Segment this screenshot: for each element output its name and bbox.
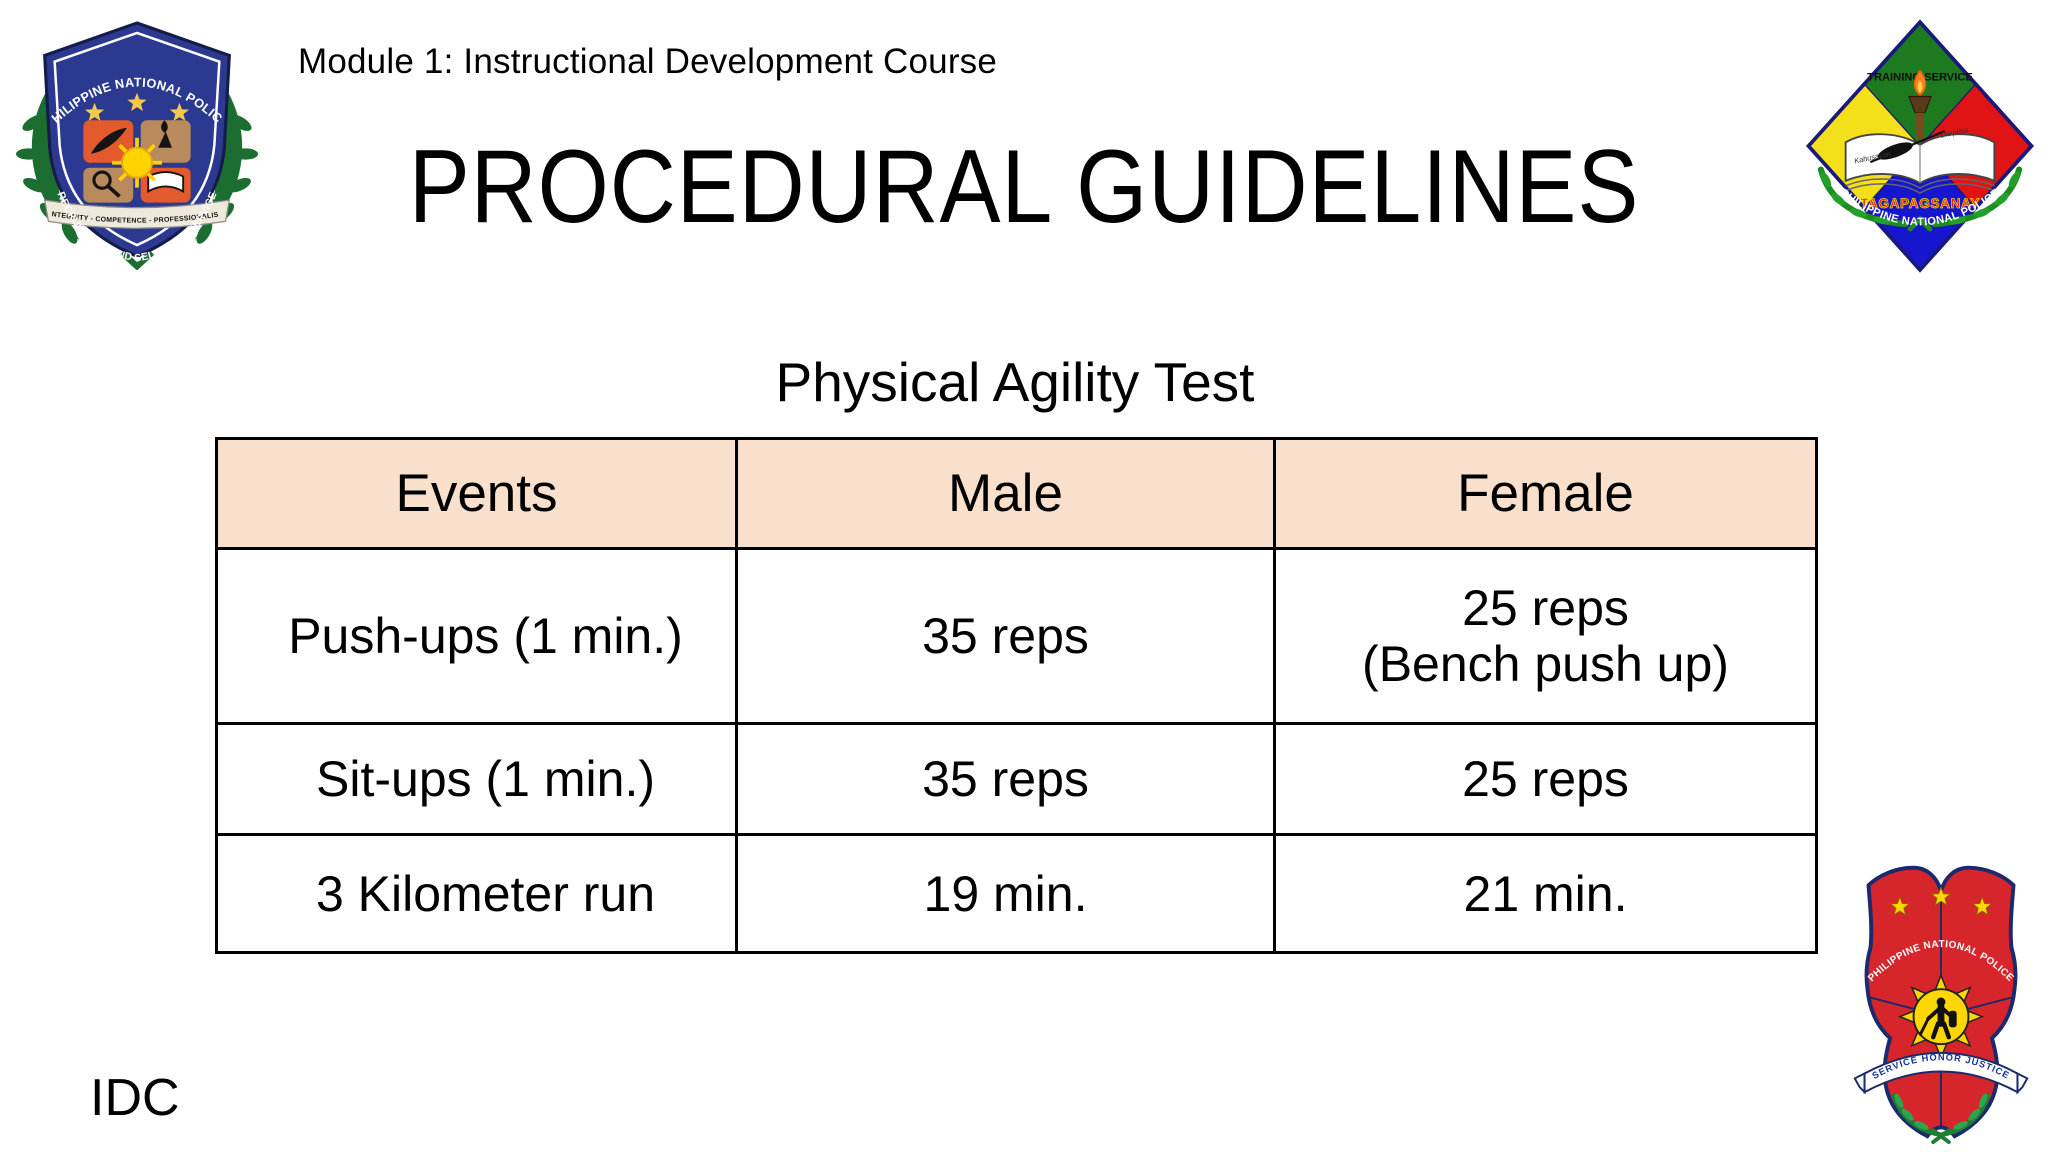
training-service-logo: TRAINING SERVICE Disiplina Kahusayan [1796,6,2044,291]
female-cell: 25 reps (Bench push up) [1273,547,1818,725]
footer-label: IDC [90,1069,180,1127]
torch-icon [158,120,172,148]
feather-icon [90,127,128,154]
tagapagsanay-label: TAGAPAGSANAY [1860,196,1980,211]
book-icon [147,171,185,194]
female-cell: 21 min. [1273,833,1818,954]
table-caption: Physical Agility Test [775,351,1255,413]
quill-icon [1870,130,1946,164]
recruitment-selection-service-logo: PHILIPPINE NATIONAL POLICE [12,8,262,270]
motto-ribbon [43,199,231,229]
female-cell: 25 reps [1273,722,1818,836]
male-cell: 35 reps [735,547,1276,725]
table-row: 3 Kilometer run 19 min. 21 min. [215,833,1818,954]
shield-quadrants [83,120,191,203]
column-header-male: Male [735,437,1276,550]
training-service-icon: TRAINING SERVICE Disiplina Kahusayan [1805,19,2035,273]
magnifier-icon [92,170,121,198]
table-row: Push-ups (1 min.) 35 reps 25 reps (Bench… [215,547,1818,725]
laurel-leaves [1820,171,2020,225]
table-header-row: Events Male Female [215,437,1818,550]
column-header-events: Events [215,437,738,550]
sun-icon [112,137,162,188]
torch-icon [1907,69,1933,140]
pnp-badge-logo: PHILIPPINE NATIONAL POLICE [1843,852,2039,1146]
column-header-female: Female [1273,437,1818,550]
pnp-badge-icon: PHILIPPINE NATIONAL POLICE [1853,865,2029,1145]
event-cell: Push-ups (1 min.) [215,547,738,725]
warrior-silhouette-icon [1918,997,1957,1040]
recruitment-badge-icon: PHILIPPINE NATIONAL POLICE [12,8,259,270]
male-cell: 35 reps [735,722,1276,836]
page-title: PROCEDURAL GUIDELINES [408,129,1640,245]
sun-icon [1897,973,1985,1060]
open-book-icon [1844,133,1996,194]
physical-agility-table: Events Male Female Push-ups (1 min.) 35 … [215,437,1818,954]
module-label: Module 1: Instructional Development Cour… [298,42,998,81]
male-cell: 19 min. [735,833,1276,954]
event-cell: Sit-ups (1 min.) [215,722,738,836]
event-cell: 3 Kilometer run [215,833,738,954]
laurel-leaves [1894,1093,1988,1130]
table-row: Sit-ups (1 min.) 35 reps 25 reps [215,722,1818,836]
